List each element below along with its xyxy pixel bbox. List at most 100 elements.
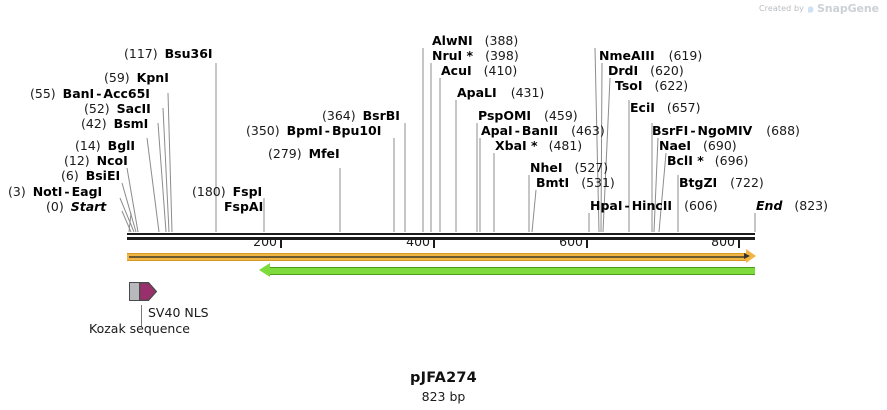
enzyme-name: BsrBI bbox=[362, 108, 400, 123]
enzyme-position: (117) bbox=[124, 46, 158, 61]
enzyme-position: (606) bbox=[684, 198, 718, 213]
enzyme-label-tsoi[interactable]: TsoI (622) bbox=[615, 79, 688, 93]
orange-track-arrowhead-inner-icon bbox=[744, 253, 750, 259]
enzyme-separator: - bbox=[514, 123, 520, 138]
enzyme-label-bcli[interactable]: BclI * (696) bbox=[667, 154, 748, 168]
enzyme-name: BmtI bbox=[536, 175, 570, 190]
enzyme-name: BpmI bbox=[286, 123, 323, 138]
enzyme-name: HincII bbox=[631, 198, 673, 213]
snapgene-credit: Created by SnapGene bbox=[759, 2, 879, 17]
plasmid-length-label: 823 bp bbox=[421, 389, 466, 404]
enzyme-position: (6) bbox=[61, 168, 79, 183]
enzyme-name: NcoI bbox=[96, 153, 128, 168]
ruler-tick-label-800: 800 bbox=[711, 234, 735, 249]
enzyme-label-bgli[interactable]: (14) BglI bbox=[75, 139, 135, 153]
enzyme-name: FspAI bbox=[224, 199, 264, 214]
enzyme-label-kpni[interactable]: (59) KpnI bbox=[104, 71, 169, 85]
enzyme-label-fspai[interactable]: FspAI bbox=[224, 200, 263, 214]
credit-brand-label: SnapGene bbox=[816, 2, 879, 15]
enzyme-label-hpai-hincii[interactable]: HpaI - HincII (606) bbox=[590, 199, 718, 213]
enzyme-position: (690) bbox=[703, 138, 737, 153]
backbone-line-top bbox=[127, 233, 755, 235]
enzyme-name: AlwNI bbox=[432, 33, 473, 48]
enzyme-label-nmeaiii[interactable]: NmeAIII (619) bbox=[599, 49, 702, 63]
marker-position: (0) bbox=[46, 199, 64, 214]
enzyme-name: NaeI bbox=[659, 138, 692, 153]
enzyme-position: (3) bbox=[8, 184, 26, 199]
enzyme-position: (657) bbox=[666, 100, 701, 115]
enzyme-separator: - bbox=[324, 123, 330, 138]
enzyme-name: ApaLI bbox=[457, 85, 497, 100]
enzyme-position: (52) bbox=[84, 101, 110, 116]
enzyme-label-bani-acc65i[interactable]: (55) BanI - Acc65I bbox=[30, 87, 150, 101]
enzyme-label-bpmi-bpu10i[interactable]: (350) BpmI - Bpu10I bbox=[246, 124, 381, 138]
enzyme-name: Bsu36I bbox=[164, 46, 213, 61]
enzyme-label-noti-eagi[interactable]: (3) NotI - EagI bbox=[8, 185, 102, 199]
enzyme-name: NmeAIII bbox=[599, 48, 655, 63]
enzyme-name: XbaI * bbox=[495, 138, 538, 153]
enzyme-name: ApaI bbox=[481, 123, 513, 138]
enzyme-name: SacII bbox=[116, 101, 151, 116]
enzyme-position: (463) bbox=[571, 123, 605, 138]
ruler-tick-200 bbox=[280, 240, 282, 248]
enzyme-name: BanII bbox=[521, 123, 559, 138]
enzyme-label-naei[interactable]: NaeI (690) bbox=[659, 139, 737, 153]
enzyme-name: BsiEI bbox=[85, 168, 121, 183]
ruler-tick-800 bbox=[738, 240, 740, 248]
enzyme-label-pspomi[interactable]: PspOMI (459) bbox=[478, 109, 578, 123]
enzyme-label-ecii[interactable]: EciI (657) bbox=[630, 101, 701, 115]
orange-track-inner-line bbox=[129, 256, 747, 258]
enzyme-label-bsrfi-ngomiv[interactable]: BsrFI - NgoMIV (688) bbox=[652, 124, 800, 138]
enzyme-name: BanI bbox=[62, 86, 95, 101]
enzyme-name: AcuI bbox=[441, 63, 472, 78]
enzyme-label-nrui[interactable]: NruI * (398) bbox=[432, 49, 519, 63]
enzyme-label-bsrbi[interactable]: (364) BsrBI bbox=[322, 109, 400, 123]
enzyme-label-ncoi[interactable]: (12) NcoI bbox=[64, 154, 128, 168]
enzyme-label-drdi[interactable]: DrdI (620) bbox=[608, 64, 684, 78]
sv40-nls-feature[interactable] bbox=[139, 282, 158, 301]
enzyme-label-xbai[interactable]: XbaI * (481) bbox=[495, 139, 582, 153]
enzyme-position: (527) bbox=[574, 160, 609, 175]
enzyme-label-nhei[interactable]: NheI (527) bbox=[530, 161, 608, 175]
sv40-nls-leader-line bbox=[141, 305, 142, 327]
green-feature-track[interactable] bbox=[269, 267, 755, 275]
marker-label-end[interactable]: End (823) bbox=[756, 199, 828, 213]
enzyme-name: HpaI bbox=[590, 198, 623, 213]
enzyme-label-btgzi[interactable]: BtgZI (722) bbox=[679, 176, 764, 190]
enzyme-label-sacii[interactable]: (52) SacII bbox=[84, 102, 151, 116]
plasmid-name-title: pJFA274 bbox=[410, 370, 477, 386]
enzyme-position: (722) bbox=[730, 175, 764, 190]
enzyme-name: BtgZI bbox=[679, 175, 718, 190]
ruler-tick-label-600: 600 bbox=[559, 234, 583, 249]
enzyme-position: (531) bbox=[581, 175, 615, 190]
enzyme-label-bsu36i[interactable]: (117) Bsu36I bbox=[124, 47, 213, 61]
enzyme-name: BglI bbox=[107, 138, 136, 153]
enzyme-label-acui[interactable]: AcuI (410) bbox=[441, 64, 517, 78]
marker-name: End bbox=[756, 198, 783, 213]
enzyme-position: (59) bbox=[104, 70, 130, 85]
enzyme-position: (364) bbox=[322, 108, 356, 123]
enzyme-label-alwni[interactable]: AlwNI (388) bbox=[425, 34, 518, 48]
sv40-nls-label: SV40 NLS bbox=[148, 305, 209, 320]
snapgene-leaf-icon bbox=[807, 3, 814, 17]
enzyme-name: PspOMI bbox=[478, 108, 532, 123]
enzyme-label-apali[interactable]: ApaLI (431) bbox=[457, 86, 544, 100]
enzyme-name: NgoMIV bbox=[697, 123, 753, 138]
enzyme-position: (398) bbox=[485, 48, 519, 63]
enzyme-position: (481) bbox=[548, 138, 583, 153]
orange-track-arrowhead-icon bbox=[746, 249, 756, 263]
ruler-tick-600 bbox=[586, 240, 588, 248]
enzyme-position: (180) bbox=[192, 184, 226, 199]
enzyme-position: (14) bbox=[75, 138, 101, 153]
enzyme-position: (12) bbox=[64, 153, 90, 168]
enzyme-label-bsmi[interactable]: (42) BsmI bbox=[81, 117, 148, 131]
green-track-arrowhead-icon bbox=[259, 263, 270, 277]
enzyme-label-bmti[interactable]: BmtI (531) bbox=[536, 176, 615, 190]
enzyme-label-apai-banii[interactable]: ApaI - BanII (463) bbox=[481, 124, 605, 138]
enzyme-label-bsiei[interactable]: (6) BsiEI bbox=[61, 169, 120, 183]
marker-label-start[interactable]: (0) Start bbox=[46, 200, 106, 214]
enzyme-position: (42) bbox=[81, 116, 107, 131]
enzyme-name: BsmI bbox=[113, 116, 149, 131]
enzyme-label-fspi[interactable]: (180) FspI bbox=[192, 185, 262, 199]
enzyme-label-mfei[interactable]: (279) MfeI bbox=[268, 147, 340, 161]
